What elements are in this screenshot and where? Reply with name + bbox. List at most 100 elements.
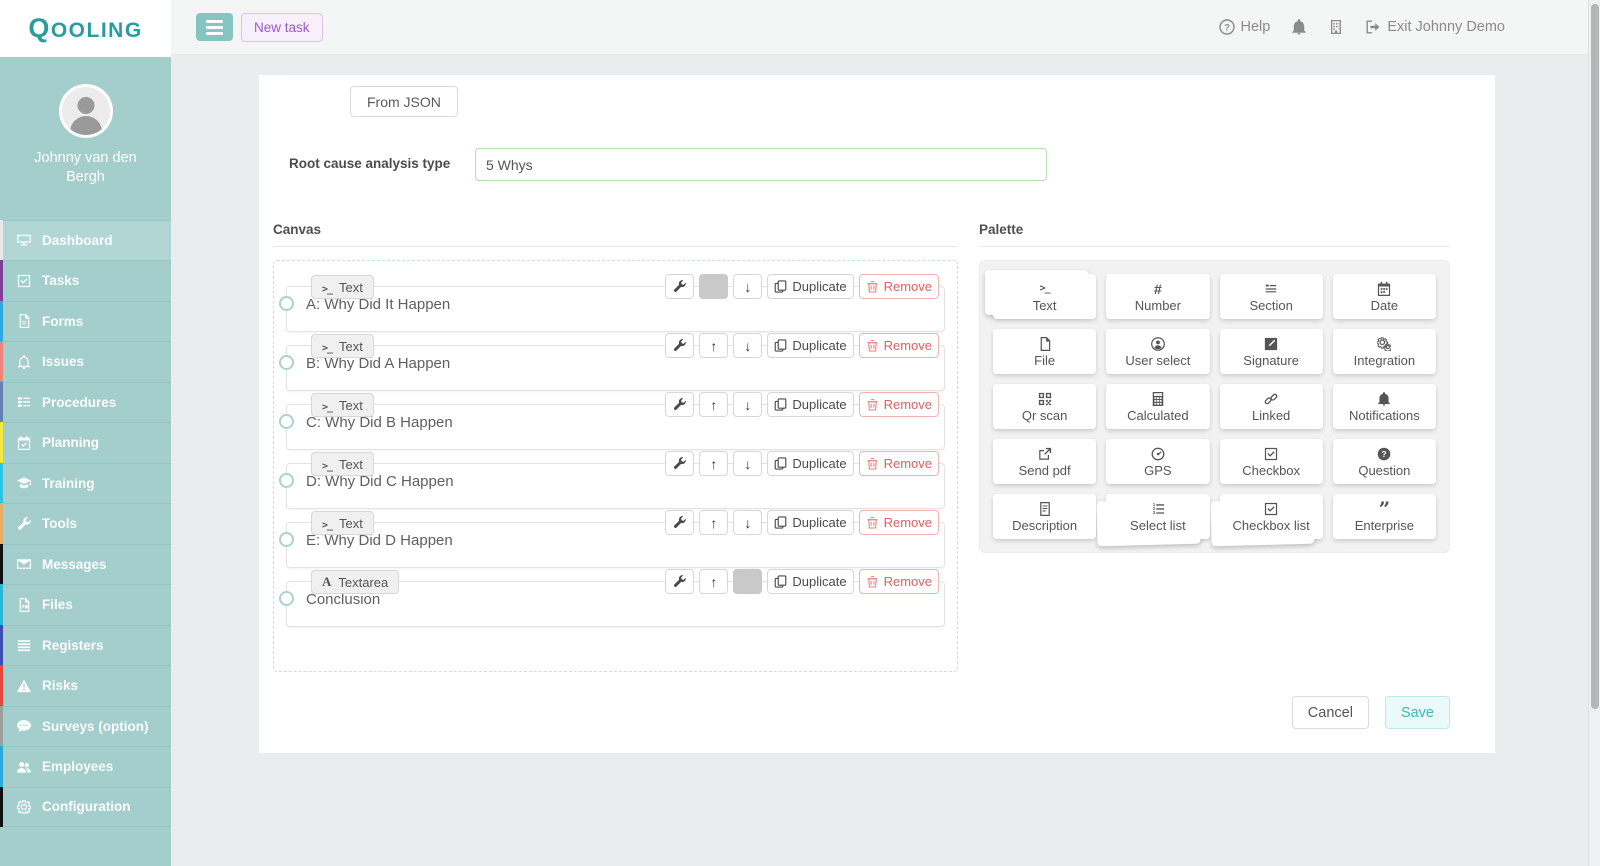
sidebar-item-issues[interactable]: Issues [0, 341, 171, 383]
field-settings-button[interactable] [665, 510, 695, 535]
duplicate-button[interactable]: Duplicate [767, 392, 854, 417]
cancel-button[interactable]: Cancel [1291, 696, 1369, 729]
palette-item-text[interactable]: >_ Text [984, 270, 1097, 319]
sidebar-item-planning[interactable]: Planning [0, 422, 171, 464]
duplicate-button[interactable]: Duplicate [767, 510, 854, 535]
canvas-field-box[interactable]: >_ Text ↑ ↓ Duplicate Remove C: Why Did … [279, 392, 945, 450]
trash-icon [866, 339, 879, 352]
remove-button[interactable]: Remove [858, 333, 939, 358]
terminal-icon: >_ [322, 283, 333, 295]
help-button[interactable]: ? Help [1218, 19, 1270, 35]
sidebar-item-color-strip [0, 341, 3, 383]
palette-item-question[interactable]: ? Question [1332, 439, 1436, 484]
palette-item-section[interactable]: Section [1219, 274, 1323, 319]
move-up-button[interactable]: ↑ [699, 451, 729, 476]
from-json-button[interactable]: From JSON [350, 86, 458, 117]
sidebar-item-risks[interactable]: Risks [0, 665, 171, 707]
building-icon [1328, 19, 1344, 35]
sidebar-item-label: Dashboard [42, 232, 113, 248]
duplicate-button[interactable]: Duplicate [767, 569, 854, 594]
sidebar-item-files[interactable]: Files [0, 584, 171, 626]
move-up-button[interactable]: ↑ [699, 392, 729, 417]
remove-button[interactable]: Remove [858, 510, 939, 535]
palette-item-number[interactable]: # Number [1106, 274, 1210, 319]
palette-item-date[interactable]: Date [1332, 274, 1436, 319]
palette-item-description[interactable]: Description [993, 494, 1097, 539]
palette-item-checkbox[interactable]: Checkbox [1219, 439, 1323, 484]
move-down-button[interactable]: ↓ [733, 392, 763, 417]
move-down-button[interactable]: ↓ [733, 333, 763, 358]
canvas-field-box[interactable]: >_ Text ↑ ↓ Duplicate Remove D: Why Did … [279, 451, 945, 509]
sidebar-item-dashboard[interactable]: Dashboard [0, 219, 171, 262]
canvas-dropzone[interactable]: >_ Text ↑ ↓ Duplicate Remove A: Why Did … [273, 260, 958, 672]
field-settings-button[interactable] [665, 274, 695, 299]
qooling-logo[interactable]: QOOLING [28, 13, 143, 43]
sidebar-item-tools[interactable]: Tools [0, 503, 171, 545]
sidebar-item-procedures[interactable]: Procedures [0, 381, 171, 424]
canvas-field-box[interactable]: >_ Text ↑ ↓ Duplicate Remove A: Why Did … [279, 274, 945, 332]
sidebar-item-employees[interactable]: Employees [0, 746, 171, 788]
sidebar-item-forms[interactable]: Forms [0, 300, 171, 343]
hamburger-menu-button[interactable] [196, 13, 233, 41]
palette-item-notifications[interactable]: Notifications [1332, 384, 1436, 429]
new-task-button[interactable]: New task [241, 12, 323, 42]
palette-item-send-pdf[interactable]: Send pdf [993, 439, 1097, 484]
duplicate-button[interactable]: Duplicate [767, 333, 854, 358]
canvas-field-box[interactable]: >_ Text ↑ ↓ Duplicate Remove B: Why Did … [279, 333, 945, 391]
palette-item-label: Description [1012, 517, 1078, 533]
move-down-button[interactable]: ↓ [733, 274, 763, 299]
sidebar-item-registers[interactable]: Registers [0, 624, 171, 667]
field-settings-button[interactable] [665, 451, 695, 476]
canvas-field-box[interactable]: >_ Text ↑ ↓ Duplicate Remove E: Why Did … [279, 510, 945, 568]
move-down-button[interactable]: ↓ [733, 510, 763, 535]
move-up-button[interactable]: ↑ [699, 510, 729, 535]
move-down-button[interactable]: ↓ [733, 451, 763, 476]
field-radio-marker [279, 296, 294, 311]
sidebar-item-training[interactable]: Training [0, 462, 171, 505]
risks-icon [17, 679, 34, 693]
help-icon: ? [1218, 19, 1235, 35]
sidebar-item-messages[interactable]: Messages [0, 543, 171, 586]
bell-icon [1291, 19, 1307, 35]
palette-item-gps[interactable]: GPS [1106, 439, 1210, 484]
save-button[interactable]: Save [1384, 696, 1450, 729]
palette-item-signature[interactable]: Signature [1219, 329, 1323, 374]
palette-item-enterprise[interactable]: ” Enterprise [1332, 494, 1436, 539]
exit-demo-button[interactable]: Exit Johnny Demo [1365, 19, 1505, 35]
duplicate-button[interactable]: Duplicate [767, 274, 854, 299]
remove-button[interactable]: Remove [858, 274, 939, 299]
page-scrollbar[interactable] [1588, 0, 1600, 866]
sidebar-item-color-strip [0, 219, 3, 262]
move-up-button[interactable]: ↑ [699, 569, 729, 594]
canvas-field-box[interactable]: A Textarea ↑ ↓ Duplicate Remove Conclusi… [279, 569, 945, 627]
sidebar-item-label: Tools [42, 516, 77, 532]
palette-item-integration[interactable]: Integration [1332, 329, 1436, 374]
scrollbar-thumb[interactable] [1591, 4, 1599, 709]
notifications-button[interactable] [1291, 19, 1307, 35]
field-settings-button[interactable] [665, 333, 695, 358]
palette-item-qr-scan[interactable]: Qr scan [993, 384, 1097, 429]
sidebar-item-tasks[interactable]: Tasks [0, 260, 171, 302]
sidebar-item-configuration[interactable]: Configuration [0, 786, 171, 828]
duplicate-button[interactable]: Duplicate [767, 451, 854, 476]
organization-button[interactable] [1328, 19, 1344, 35]
field-settings-button[interactable] [665, 392, 695, 417]
remove-button[interactable]: Remove [858, 569, 939, 594]
sidebar-item-surveys-option[interactable]: Surveys (option) [0, 705, 171, 748]
field-settings-button[interactable] [665, 569, 695, 594]
palette-item-user-select[interactable]: User select [1106, 329, 1210, 374]
remove-button[interactable]: Remove [858, 392, 939, 417]
palette-item-checkbox-list[interactable]: Checkbox list [1219, 494, 1323, 539]
field-radio-marker [279, 473, 294, 488]
palette-item-label: Select list [1130, 517, 1186, 533]
avatar[interactable] [58, 84, 113, 138]
sidebar-item-label: Configuration [42, 799, 131, 815]
palette-item-calculated[interactable]: Calculated [1106, 384, 1210, 429]
move-up-button[interactable]: ↑ [699, 333, 729, 358]
palette-item-file[interactable]: File [993, 329, 1097, 374]
sidebar-menu: Dashboard Tasks Forms Issues Procedures Plann… [0, 219, 171, 828]
analysis-type-input[interactable] [475, 148, 1047, 181]
palette-item-linked[interactable]: Linked [1219, 384, 1323, 429]
remove-button[interactable]: Remove [858, 451, 939, 476]
